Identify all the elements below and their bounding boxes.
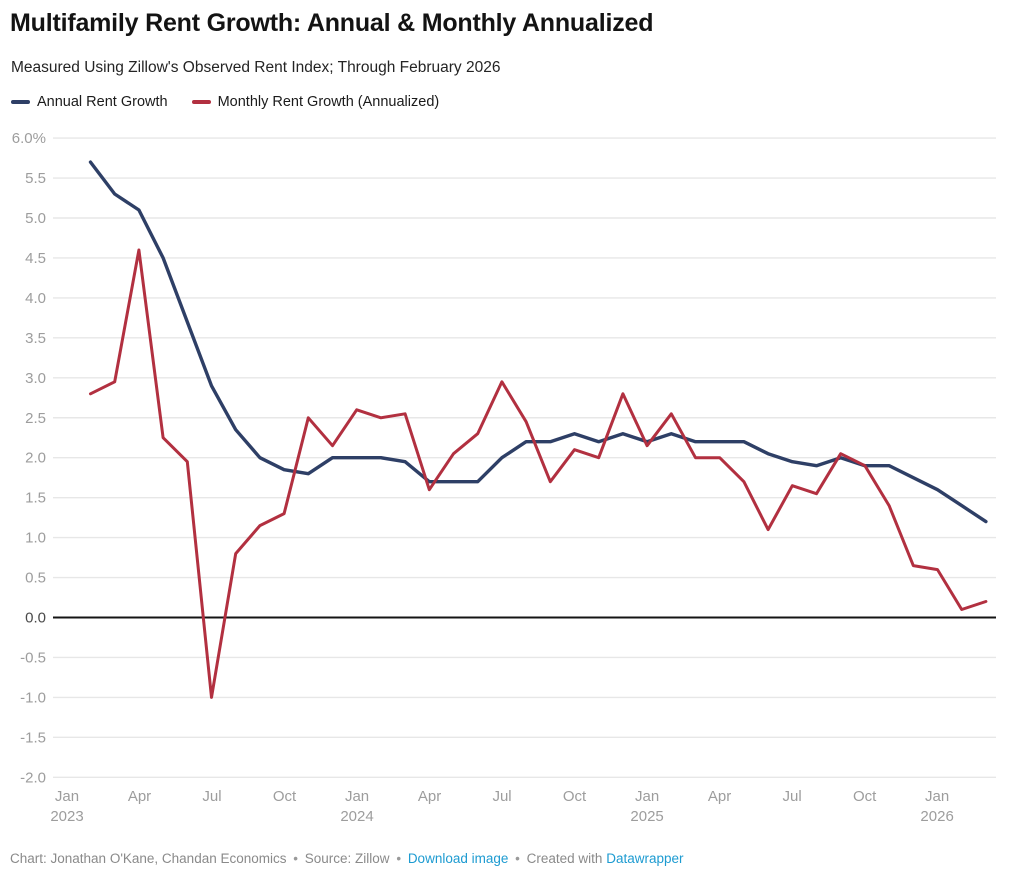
legend-label-annual: Annual Rent Growth xyxy=(37,94,168,110)
y-tick-label: 0.0 xyxy=(25,610,46,627)
y-tick-label: 1.5 xyxy=(25,490,46,507)
legend-label-monthly: Monthly Rent Growth (Annualized) xyxy=(217,94,440,110)
y-tick-label: 3.5 xyxy=(25,330,46,347)
chart-footer: Chart: Jonathan O'Kane, Chandan Economic… xyxy=(10,851,684,866)
x-tick-label: Oct xyxy=(853,788,877,805)
x-tick-label: Jul xyxy=(202,788,221,805)
page-title: Multifamily Rent Growth: Annual & Monthl… xyxy=(10,9,654,37)
y-tick-label: 2.5 xyxy=(25,410,46,427)
y-tick-label: -0.5 xyxy=(20,649,46,666)
x-tick-label: Jul xyxy=(492,788,511,805)
x-tick-label: Jul xyxy=(783,788,802,805)
footer-separator: • xyxy=(515,851,520,866)
chart-subtitle: Measured Using Zillow's Observed Rent In… xyxy=(11,59,501,76)
x-tick-label: Jan xyxy=(635,788,659,805)
y-tick-label: 1.0 xyxy=(25,530,46,547)
y-tick-label: 5.0 xyxy=(25,210,46,227)
y-tick-label: -1.5 xyxy=(20,729,46,746)
legend-item-annual: Annual Rent Growth xyxy=(11,94,168,110)
x-tick-year-label: 2023 xyxy=(50,808,83,825)
created-with-text: Created with xyxy=(526,851,603,866)
y-tick-label: -2.0 xyxy=(20,769,46,786)
y-tick-label: 4.0 xyxy=(25,290,46,307)
x-tick-label: Apr xyxy=(128,788,151,805)
line-chart: 6.0% 5.5 5.0 4.5 4.0 3.5 3.0 2.5 2.0 1.5 1.0 0.5 0.0… xyxy=(12,130,996,825)
datawrapper-link[interactable]: Datawrapper xyxy=(606,851,684,866)
monthly-line-swatch xyxy=(191,100,211,104)
source-credit: Source: Zillow xyxy=(304,851,390,866)
y-tick-label: 0.5 xyxy=(25,570,46,587)
y-tick-label: -1.0 xyxy=(20,689,46,706)
x-tick-label: Jan xyxy=(55,788,79,805)
x-tick-label: Jan xyxy=(345,788,369,805)
y-tick-label: 2.0 xyxy=(25,450,46,467)
legend-item-monthly: Monthly Rent Growth (Annualized) xyxy=(191,94,440,110)
footer-separator: • xyxy=(293,851,298,866)
x-tick-year-label: 2025 xyxy=(630,808,663,825)
y-tick-label: 6.0% xyxy=(12,130,46,147)
footer-separator: • xyxy=(396,851,402,866)
x-tick-label: Jan xyxy=(925,788,949,805)
x-tick-label: Oct xyxy=(563,788,587,805)
y-tick-label: 5.5 xyxy=(25,170,46,187)
x-tick-label: Apr xyxy=(708,788,731,805)
monthly-rent-growth-line xyxy=(89,248,988,699)
x-tick-year-label: 2026 xyxy=(920,808,953,825)
y-tick-label: 3.0 xyxy=(25,370,46,387)
x-tick-year-label: 2024 xyxy=(340,808,373,825)
annual-rent-growth-line xyxy=(88,160,988,524)
legend: Annual Rent Growth Monthly Rent Growth (… xyxy=(11,94,439,110)
chart-credit: Chart: Jonathan O'Kane, Chandan Economic… xyxy=(10,851,287,866)
x-tick-label: Apr xyxy=(418,788,441,805)
download-image-link[interactable]: Download image xyxy=(407,851,509,866)
annual-line-swatch xyxy=(11,100,30,104)
x-tick-label: Oct xyxy=(273,788,297,805)
y-tick-label: 4.5 xyxy=(25,250,46,267)
